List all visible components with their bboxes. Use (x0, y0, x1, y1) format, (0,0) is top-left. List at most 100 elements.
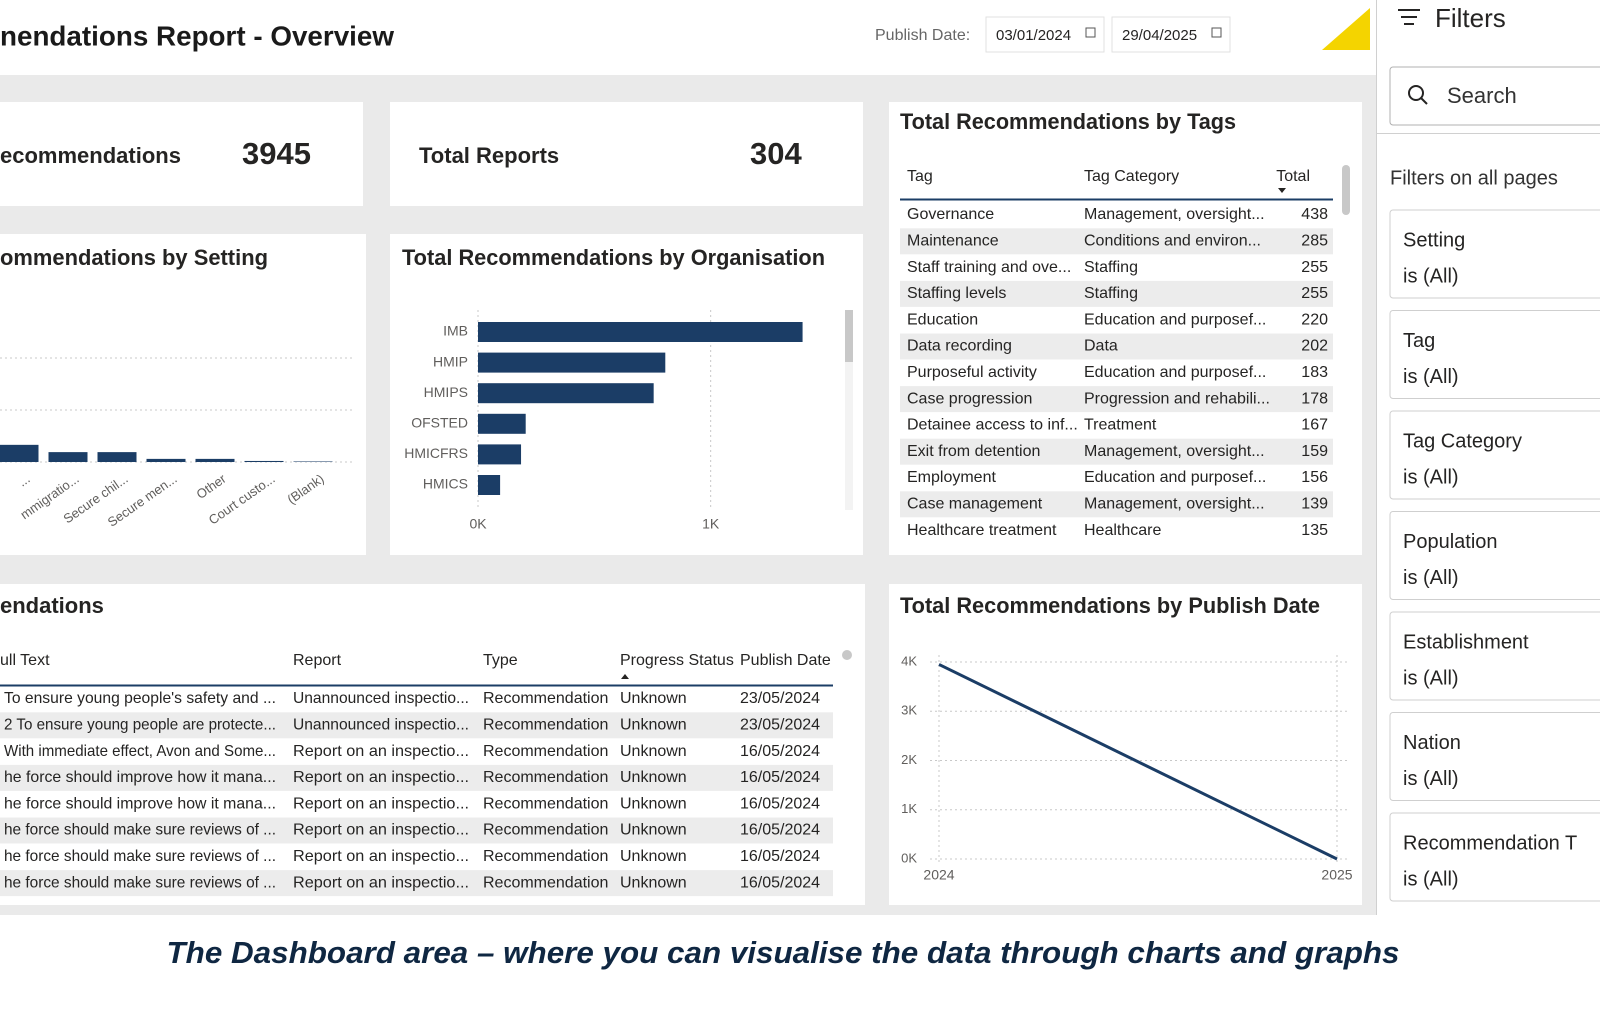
panel (889, 102, 1362, 555)
filter-state[interactable]: is (All) (1403, 667, 1459, 689)
table-cell: Unknown (620, 717, 687, 734)
table-cell: 2 To ensure young people are protecte... (4, 717, 276, 734)
filter-card[interactable] (1389, 209, 1600, 299)
table-cell: he force should make sure reviews of ... (4, 874, 276, 891)
bar (195, 458, 235, 462)
table-title: endations (0, 593, 104, 618)
chart-title: Total Recommendations by Organisation (402, 245, 825, 270)
filter-name[interactable]: Recommendation T (1403, 832, 1577, 854)
y-tick-label: 2K (901, 752, 917, 767)
search-box[interactable] (1389, 66, 1600, 126)
column-header[interactable]: Type (483, 652, 518, 669)
filter-state[interactable]: is (All) (1403, 768, 1459, 790)
column-header[interactable]: ull Text (0, 652, 50, 669)
filter-name[interactable]: Tag Category (1403, 430, 1522, 452)
table-cell: Report on an inspectio... (293, 795, 469, 812)
table-cell: Recommendation (483, 795, 608, 812)
panel (0, 584, 865, 905)
table-cell: Exit from detention (907, 443, 1040, 460)
y-tick-label: 0K (901, 850, 917, 865)
y-tick-label: 4K (901, 653, 917, 668)
table-cell: he force should improve how it mana... (4, 769, 276, 786)
kpi-card (390, 102, 863, 206)
table-cell: Report on an inspectio... (293, 874, 469, 891)
table-cell: 16/05/2024 (740, 848, 820, 865)
table-cell: Education and purposef... (1084, 469, 1266, 486)
date-value[interactable]: 29/04/2025 (1122, 27, 1197, 44)
filter-card[interactable] (1389, 611, 1600, 701)
column-header[interactable]: Tag Category (1084, 168, 1179, 185)
filter-name[interactable]: Establishment (1403, 631, 1529, 653)
search-placeholder[interactable]: Search (1447, 83, 1517, 108)
table-cell: Unknown (620, 874, 687, 891)
filter-card[interactable] (1389, 410, 1600, 500)
filter-card[interactable] (1389, 812, 1600, 902)
filter-state[interactable]: is (All) (1403, 868, 1459, 890)
bar (48, 452, 88, 462)
column-header[interactable]: Publish Date (740, 652, 831, 669)
column-header[interactable]: Total (1276, 168, 1310, 185)
bar (97, 452, 137, 462)
table-cell: 156 (1301, 469, 1328, 486)
table-cell: Data recording (907, 338, 1012, 355)
filter-state[interactable]: is (All) (1403, 567, 1459, 589)
column-header[interactable]: Progress Status (620, 652, 734, 669)
bar (146, 458, 186, 462)
bar (478, 444, 522, 465)
filter-card[interactable] (1389, 310, 1600, 399)
filter-state[interactable]: is (All) (1403, 466, 1459, 488)
date-label: Publish Date: (875, 27, 970, 44)
kpi-value: 3945 (242, 136, 311, 171)
table-cell: To ensure young people's safety and ... (4, 690, 276, 707)
table-cell: 220 (1301, 311, 1328, 328)
filter-state[interactable]: is (All) (1403, 265, 1459, 287)
scrollbar-track (845, 310, 853, 510)
table-cell: he force should make sure reviews of ... (4, 848, 276, 865)
table-cell: Staffing levels (907, 285, 1006, 302)
table-cell: 16/05/2024 (740, 874, 820, 891)
filter-name[interactable]: Tag (1403, 330, 1435, 352)
panel (889, 584, 1362, 905)
table-cell: Unknown (620, 822, 687, 839)
table-cell: Staff training and ove... (907, 259, 1071, 276)
line (938, 663, 1338, 861)
y-tick-label: OFSTED (411, 415, 468, 431)
filter-pane-title: Filters (1435, 3, 1506, 33)
date-box (1111, 16, 1231, 53)
x-tick-label: 0K (469, 516, 487, 532)
table-cell: Report on an inspectio... (293, 822, 469, 839)
column-header[interactable]: Tag (907, 168, 933, 185)
date-value[interactable]: 03/01/2024 (996, 27, 1071, 44)
y-tick-label: HMIP (433, 353, 468, 369)
filter-name[interactable]: Nation (1403, 732, 1461, 754)
table-cell: 183 (1301, 364, 1328, 381)
table-cell: Recommendation (483, 717, 608, 734)
table-cell: Case management (907, 496, 1043, 513)
table-cell: Management, oversight... (1084, 443, 1265, 460)
table-cell: Management, oversight... (1084, 206, 1265, 223)
filter-state[interactable]: is (All) (1403, 366, 1459, 388)
filter-name[interactable]: Population (1403, 531, 1498, 553)
column-header[interactable]: Report (293, 652, 342, 669)
x-tick-label: 1K (702, 516, 720, 532)
table-cell: Detainee access to inf... (907, 417, 1078, 434)
table-cell: Recommendation (483, 848, 608, 865)
y-tick-label: IMB (443, 323, 468, 339)
table-cell: Progression and rehabili... (1084, 390, 1270, 407)
table-cell: Recommendation (483, 822, 608, 839)
table-cell: Unannounced inspectio... (293, 690, 469, 707)
table-cell: Unannounced inspectio... (293, 717, 469, 734)
table-cell: Report on an inspectio... (293, 848, 469, 865)
y-tick-label: HMICS (423, 476, 468, 492)
section-label: Filters on all pages (1390, 167, 1558, 189)
table-cell: Recommendation (483, 743, 608, 760)
filter-name[interactable]: Setting (1403, 229, 1465, 251)
table-cell: 438 (1301, 206, 1328, 223)
table-cell: With immediate effect, Avon and Some... (4, 743, 276, 760)
filter-card[interactable] (1389, 712, 1600, 801)
filter-card[interactable] (1389, 511, 1600, 600)
search-icon (1408, 85, 1424, 101)
table-row-band (0, 712, 833, 739)
table-cell: 16/05/2024 (740, 769, 820, 786)
